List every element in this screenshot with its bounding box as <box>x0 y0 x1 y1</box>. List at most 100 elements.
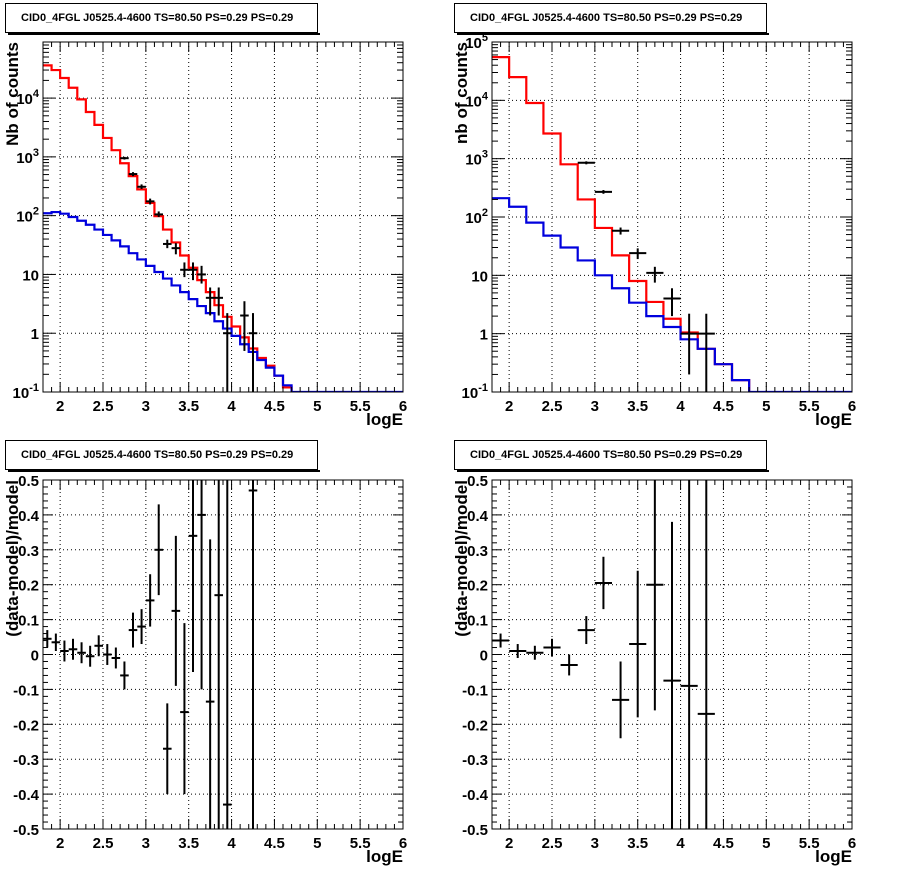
y-tick-label: 0.2 <box>467 578 488 595</box>
y-axis-title: (data-model)/model <box>452 480 471 637</box>
panel-title-bottom-left: CID0_4FGL J0525.4-4600 TS=80.50 PS=0.29 … <box>5 440 320 472</box>
data-point <box>680 313 698 375</box>
x-axis-title: logE <box>366 410 403 429</box>
y-tick-label: 103 <box>16 147 39 167</box>
y-tick-label: 10-1 <box>462 382 488 402</box>
y-tick-label: -0.5 <box>13 822 39 839</box>
data-point <box>205 539 215 829</box>
data-point <box>248 480 258 829</box>
x-tick-label: 6 <box>848 398 856 415</box>
x-tick-label: 2.5 <box>542 835 563 852</box>
data-point <box>697 480 715 829</box>
data-point <box>111 647 121 669</box>
y-tick-label: 10 <box>471 268 488 285</box>
data-point <box>248 313 258 392</box>
chart-panel-3: 2 2.5 3 3.5 4 4.5 5 5.5 6 -0.5 -0.4 -0.3 -0.2 -0.1 0 0.… <box>3 473 407 866</box>
y-axis-title: Nb of counts <box>3 42 22 146</box>
data-point <box>180 623 189 795</box>
data-point <box>526 645 544 660</box>
data-point <box>680 480 698 829</box>
x-tick-label: 4.5 <box>264 398 285 415</box>
y-tick-label: 0 <box>31 648 39 665</box>
data-point <box>77 642 86 664</box>
data-point <box>154 211 163 217</box>
x-tick-label: 3 <box>591 398 599 415</box>
x-tick-label: 5.5 <box>350 398 371 415</box>
x-tick-label: 2 <box>56 835 64 852</box>
data-point <box>43 630 52 648</box>
data-point <box>646 266 664 283</box>
x-tick-label: 2.5 <box>542 398 563 415</box>
data-point <box>128 172 138 177</box>
x-tick-label: 2 <box>56 398 64 415</box>
histogram-series-1 <box>43 64 293 392</box>
y-tick-label: 102 <box>16 206 39 226</box>
x-tick-label: 4 <box>676 835 685 852</box>
x-tick-label: 4 <box>227 835 236 852</box>
data-point <box>137 184 146 189</box>
chart-panel-4: 2 2.5 3 3.5 4 4.5 5 5.5 6 -0.5 -0.4 -0.3 -0.2 -0.1 0 0.… <box>452 473 856 866</box>
data-point <box>145 198 155 205</box>
data-point <box>163 239 172 249</box>
data-point <box>197 265 206 284</box>
data-point <box>94 635 103 657</box>
panel-title-top-right: CID0_4FGL J0525.4-4600 TS=80.50 PS=0.29 … <box>454 3 769 35</box>
data-point <box>577 616 595 645</box>
data-point <box>223 313 232 392</box>
y-tick-label: 0.3 <box>467 543 488 560</box>
data-point <box>60 640 69 662</box>
y-tick-label: 0.2 <box>18 578 39 595</box>
data-point <box>197 480 206 690</box>
data-point <box>128 612 138 648</box>
data-point <box>188 262 198 281</box>
y-axis-title: nb of counts <box>452 42 471 144</box>
y-tick-label: 102 <box>465 207 488 227</box>
data-point <box>214 480 223 829</box>
x-tick-label: 6 <box>399 835 407 852</box>
y-axis-title: (data-model)/model <box>3 480 22 637</box>
y-tick-label: -0.2 <box>13 717 39 734</box>
y-tick-label: -0.2 <box>462 717 488 734</box>
data-point <box>223 480 232 829</box>
x-tick-label: 2.5 <box>93 835 114 852</box>
data-point <box>137 609 146 645</box>
data-point <box>560 654 578 676</box>
data-point <box>240 301 249 351</box>
x-tick-label: 5 <box>762 398 770 415</box>
panel-title-bottom-right: CID0_4FGL J0525.4-4600 TS=80.50 PS=0.29 … <box>454 440 769 472</box>
data-point <box>663 288 681 317</box>
data-point <box>145 574 155 627</box>
panel-title-top-left: CID0_4FGL J0525.4-4600 TS=80.50 PS=0.29 … <box>5 3 320 35</box>
y-tick-label: 0 <box>480 648 488 665</box>
data-point <box>171 535 181 686</box>
y-tick-label: 1 <box>480 327 488 344</box>
x-tick-label: 4.5 <box>713 835 734 852</box>
data-point <box>120 661 129 690</box>
y-tick-label: -0.1 <box>462 682 488 699</box>
y-tick-label: 104 <box>465 90 489 110</box>
x-tick-label: 3 <box>142 398 150 415</box>
y-tick-label: 103 <box>465 149 488 169</box>
x-tick-label: 2 <box>505 398 513 415</box>
histogram-series-1 <box>492 56 751 392</box>
y-tick-label: 0.4 <box>467 508 489 525</box>
data-point <box>629 248 647 260</box>
y-tick-label: 0.1 <box>467 613 488 630</box>
data-point <box>646 480 664 711</box>
y-tick-label: 1 <box>31 326 39 343</box>
y-tick-label: -0.5 <box>462 822 488 839</box>
x-tick-label: 3.5 <box>178 835 199 852</box>
y-tick-label: 0.3 <box>18 543 39 560</box>
y-tick-label: 0.5 <box>467 473 488 490</box>
x-tick-label: 3 <box>591 835 599 852</box>
x-axis-title: logE <box>815 410 852 429</box>
data-point <box>612 661 630 739</box>
data-point <box>163 703 172 795</box>
y-tick-label: -0.4 <box>462 787 489 804</box>
x-tick-label: 5.5 <box>799 835 820 852</box>
x-tick-label: 5.5 <box>350 835 371 852</box>
data-point <box>154 504 163 596</box>
data-point <box>68 638 78 660</box>
data-point <box>205 287 215 316</box>
x-axis-title: logE <box>815 847 852 866</box>
